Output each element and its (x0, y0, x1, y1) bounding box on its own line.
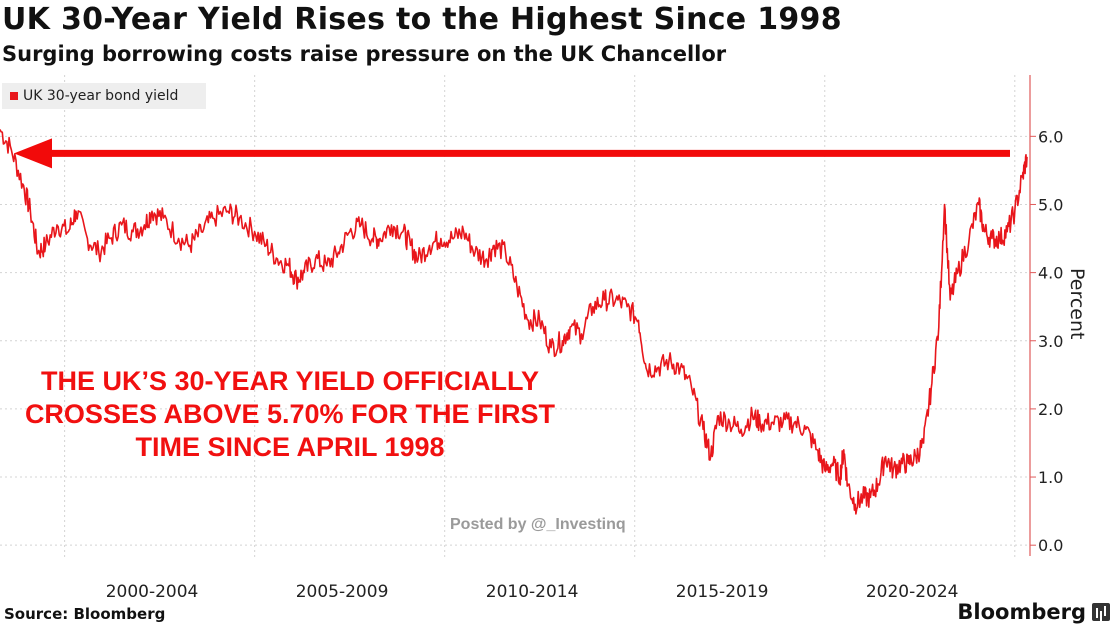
watermark: Posted by @_Investinq (450, 516, 626, 533)
y-tick-label-5: 5.0 (1038, 195, 1063, 214)
bloomberg-icon (1092, 603, 1110, 621)
series-line-uk-30y (0, 129, 1028, 515)
y-tick-label-0: 0.0 (1038, 536, 1063, 555)
chart-subtitle: Surging borrowing costs raise pressure o… (2, 42, 727, 66)
legend-swatch (10, 92, 18, 100)
brand-logo: Bloomberg (957, 600, 1110, 624)
y-tick-label-3: 3.0 (1038, 332, 1063, 351)
y-axis-label: Percent (1066, 268, 1088, 340)
annotation-line-2: CROSSES ABOVE 5.70% FOR THE FIRST (24, 399, 556, 429)
x-tick-label-0: 2000-2004 (106, 582, 199, 602)
y-tick-label-1: 1.0 (1038, 468, 1063, 487)
x-tick-label-1: 2005-2009 (296, 582, 389, 602)
source-note: Source: Bloomberg (4, 605, 166, 623)
brand-text: Bloomberg (957, 600, 1086, 624)
chart-title: UK 30-Year Yield Rises to the Highest Si… (2, 2, 842, 37)
y-tick-label-2: 2.0 (1038, 400, 1063, 419)
chart-legend: UK 30-year bond yield (2, 83, 206, 109)
x-tick-label-4: 2020-2024 (866, 582, 959, 602)
y-tick-label-4: 4.0 (1038, 264, 1063, 283)
x-tick-label-3: 2015-2019 (676, 582, 769, 602)
legend-label: UK 30-year bond yield (23, 88, 179, 104)
annotation-line-3: TIME SINCE APRIL 1998 (135, 432, 445, 462)
annotation-line-1: THE UK’S 30-YEAR YIELD OFFICIALLY (40, 366, 540, 396)
highlight-arrow-head (14, 138, 52, 169)
y-tick-label-6: 6.0 (1038, 127, 1063, 146)
x-tick-label-2: 2010-2014 (486, 582, 579, 602)
annotation-callout: THE UK’S 30-YEAR YIELD OFFICIALLY CROSSE… (10, 365, 570, 464)
